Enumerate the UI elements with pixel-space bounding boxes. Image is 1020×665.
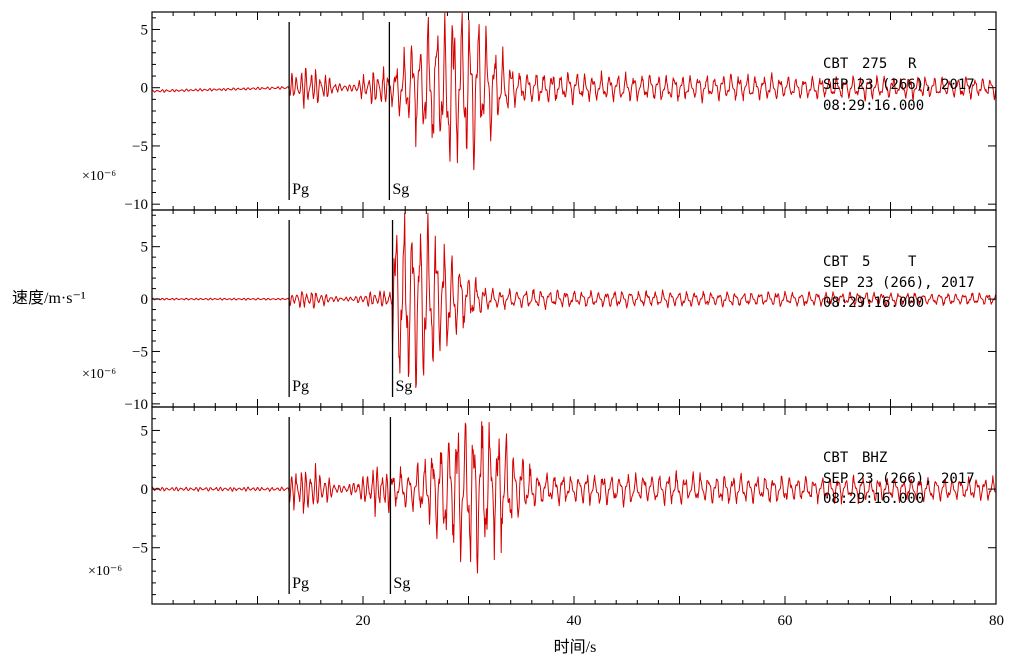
panel-2-date-line: SEP 23 (266), 2017: [823, 275, 975, 291]
panel-1: Pg Sg 5 0 −5 −10 ×10⁻⁶ CBT 275 R SEP 23 (266…: [82, 11, 997, 213]
x-tick-label: 60: [778, 613, 793, 629]
panel-3-ytick-label: 0: [141, 482, 149, 498]
panel-3-ytick-label: −5: [132, 541, 148, 557]
panel-1-component-a: 275: [862, 56, 887, 72]
panel-2-waveform: [151, 212, 996, 388]
panel-2-component-a: 5: [862, 254, 870, 270]
phase-label-sg: Sg: [396, 378, 413, 395]
panel-1-time-line: 08:29:16.000: [823, 98, 924, 114]
panel-3-component-a: BHZ: [862, 450, 887, 466]
x-axis: 20 40 60 80: [356, 613, 1005, 629]
panel-1-station: CBT: [823, 56, 849, 72]
panel-3-ytick-label: 5: [141, 423, 149, 439]
panel-3-time-line: 08:29:16.000: [823, 491, 924, 507]
panel-1-trace-group: [151, 12, 997, 171]
panel-2-trace-group: [151, 212, 996, 388]
panel-1-component-b: R: [908, 56, 917, 72]
x-tick-label: 20: [356, 613, 371, 629]
panel-1-yticks: 5 0 −5 −10: [125, 12, 997, 213]
panel-3-trace-group: [151, 421, 997, 574]
panel-3: Pg Sg 5 0 −5 ×10⁻⁶ CBT BHZ SEP 23 (266), 20…: [88, 406, 997, 605]
panel-3-station-line: CBT BHZ: [823, 450, 887, 466]
panel-2-ytick-label: 5: [141, 240, 149, 256]
x-axis-title: 时间/s: [554, 638, 597, 656]
x-tick-label: 40: [567, 613, 582, 629]
phase-label-pg: Pg: [292, 181, 309, 198]
panel-2: Pg Sg 5 0 −5 −10 ×10⁻⁶ CBT 5 T SEP 23 (266),…: [82, 209, 997, 413]
x-tick-label: 80: [989, 613, 1004, 629]
panel-2-ytick-label: 0: [141, 292, 149, 308]
panel-2-ytick-label: −5: [132, 344, 148, 360]
phase-label-sg: Sg: [393, 575, 410, 592]
panel-1-ytick-label: 5: [141, 22, 149, 38]
phase-label-pg: Pg: [292, 575, 309, 592]
panel-1-station-line: CBT 275 R: [823, 56, 917, 72]
panel-3-date-line: SEP 23 (266), 2017: [823, 471, 975, 487]
panel-1-ytick-label: −10: [125, 197, 148, 213]
panel-2-time-line: 08:29:16.000: [823, 295, 924, 311]
panel-1-ytick-label: 0: [141, 81, 149, 97]
y-axis-title: 速度/m·s⁻¹: [12, 289, 86, 307]
panel-2-picks: Pg Sg: [288, 220, 413, 397]
panel-2-station: CBT: [823, 254, 849, 270]
panel-2-scale-label: ×10⁻⁶: [82, 367, 116, 382]
panel-2-station-line: CBT 5 T: [823, 254, 917, 270]
panel-2-yticks: 5 0 −5 −10: [125, 210, 997, 413]
panel-1-scale-label: ×10⁻⁶: [82, 169, 116, 184]
panel-1-waveform: [151, 12, 997, 171]
panel-3-waveform: [151, 421, 997, 574]
phase-label-sg: Sg: [392, 181, 409, 198]
panel-2-component-b: T: [908, 254, 917, 270]
panel-1-date-line: SEP 23 (266), 2017: [823, 77, 975, 93]
phase-label-pg: Pg: [292, 378, 309, 395]
panel-1-ytick-label: −5: [132, 139, 148, 155]
panel-3-scale-label: ×10⁻⁶: [88, 564, 122, 579]
panel-3-station: CBT: [823, 450, 849, 466]
panel-3-frame: [151, 406, 997, 605]
panel-2-ytick-label: −10: [125, 397, 148, 413]
panel-3-picks: Pg Sg: [288, 417, 410, 594]
panel-1-picks: Pg Sg: [288, 22, 409, 200]
